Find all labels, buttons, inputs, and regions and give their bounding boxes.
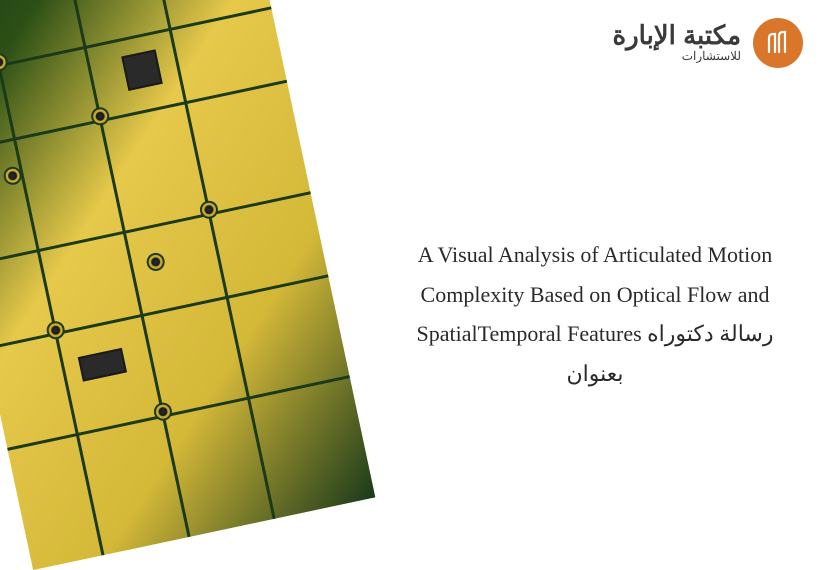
- brand-name: مكتبة الإبارة: [612, 22, 741, 48]
- brand-logo-area: مكتبة الإبارة للاستشارات: [612, 18, 803, 68]
- brand-text: مكتبة الإبارة للاستشارات: [612, 22, 741, 65]
- document-title-block: A Visual Analysis of Articulated Motion …: [405, 235, 785, 393]
- circuit-board-image: [0, 0, 375, 570]
- brand-icon: [753, 18, 803, 68]
- brand-tagline: للاستشارات: [682, 48, 741, 65]
- document-title: A Visual Analysis of Articulated Motion …: [405, 235, 785, 393]
